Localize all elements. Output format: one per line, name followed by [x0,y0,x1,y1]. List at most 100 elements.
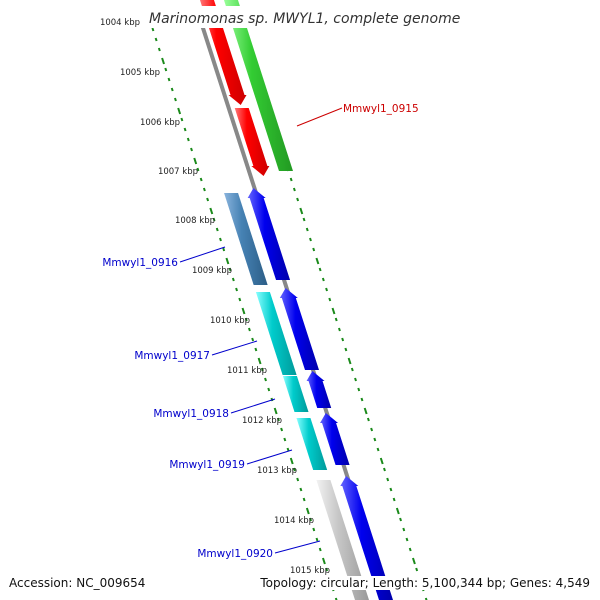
inner-tick-30 [331,307,336,315]
outer-tick-17 [199,177,203,182]
tick-label-1006: 1006 kbp [140,118,180,128]
inner-tick-45 [379,457,384,465]
accession-text: Accession: NC_009654 [9,576,146,590]
inner-tick-31 [334,317,338,322]
outer-tick-24 [222,247,226,252]
title-background [140,6,460,28]
outer-tick-12 [183,127,187,132]
inner-tick-41 [366,417,370,422]
outer-tick-13 [186,137,190,142]
gene-blue-5 [340,476,393,600]
gene-cyan-2 [282,376,309,412]
gene-label-0917[interactable]: Mmwyl1_0917 [134,350,210,362]
inner-tick-19 [296,197,300,202]
inner-tick-56 [415,567,419,572]
inner-tick-24 [312,247,316,252]
tick-label-1007: 1007 kbp [158,167,198,177]
outer-tick-19 [206,197,210,202]
gene-blue-2 [279,288,319,370]
gene-label-0918[interactable]: Mmwyl1_0918 [153,408,229,420]
tick-label-1009: 1009 kbp [192,266,232,276]
outer-tick-18 [202,187,206,192]
outer-tick-14 [190,147,193,152]
outer-tick-34 [254,347,258,352]
tick-label-1015: 1015 kbp [290,566,330,576]
outer-tick-20 [209,207,214,215]
outer-tick-45 [289,457,294,465]
inner-tick-43 [373,437,377,442]
outer-tick-40 [273,407,278,415]
outer-tick-25 [225,257,230,265]
inner-tick-51 [399,517,403,522]
inner-tick-32 [338,327,341,332]
tick-label-1013: 1013 kbp [257,466,297,476]
inner-tick-18 [292,187,296,192]
outer-tick-22 [215,227,219,232]
leader-line-0919 [246,449,293,465]
gene-gray [316,480,369,600]
tick-label-1014: 1014 kbp [274,516,314,526]
outer-tick-52 [312,527,316,532]
inner-tick-50 [395,507,400,515]
outer-tick-42 [280,427,284,432]
outer-tick-35 [257,357,262,365]
outer-tick-46 [293,467,296,472]
inner-tick-20 [299,207,304,215]
tick-label-1004: 1004 kbp [100,18,140,28]
tick-labels: 1004 kbp 1005 kbp 1006 kbp 1007 kbp 1008… [100,18,330,576]
inner-tick-26 [318,267,322,272]
outer-tick-55 [322,557,326,565]
gene-label-0920[interactable]: Mmwyl1_0920 [197,548,273,560]
outer-tick-16 [196,167,200,172]
map-title: Marinomonas sp. MWYL1, complete genome [149,11,460,27]
outer-ticks [145,7,338,600]
outer-tick-7 [167,77,171,82]
outer-tick-50 [305,507,310,515]
gene-cyan-1 [255,292,297,375]
gene-cyan-3 [296,418,328,470]
inner-tick-39 [360,397,364,402]
gene-label-0916[interactable]: Mmwyl1_0916 [102,257,178,269]
outer-tick-43 [283,437,287,442]
outer-tick-36 [260,367,264,372]
gene-features [199,0,393,600]
gene-red-2 [234,108,270,176]
outer-tick-23 [219,237,222,242]
outer-tick-33 [251,337,255,342]
inner-tick-21 [302,217,306,222]
tick-label-1008: 1008 kbp [175,216,215,226]
outer-tick-6 [164,67,168,72]
outer-tick-10 [177,107,182,115]
inner-tick-28 [325,287,329,292]
tick-label-1010: 1010 kbp [210,316,250,326]
outer-tick-15 [193,157,198,165]
inner-tick-53 [405,537,409,542]
inner-tick-33 [341,337,345,342]
gene-blue-1 [247,188,291,280]
outer-tick-54 [318,547,322,552]
topology-text: Topology: circular; Length: 5,100,344 bp… [260,576,590,590]
inner-tick-25 [315,257,320,265]
outer-tick-53 [315,537,319,542]
outer-tick-44 [286,447,290,452]
inner-tick-46 [383,467,386,472]
inner-tick-36 [350,367,354,372]
gene-label-0919[interactable]: Mmwyl1_0919 [169,459,245,471]
inner-tick-40 [363,407,368,415]
outer-tick-31 [244,317,248,322]
outer-tick-32 [248,327,251,332]
outer-tick-21 [212,217,216,222]
inner-tick-49 [392,497,396,502]
outer-tick-26 [228,267,232,272]
inner-tick-38 [357,387,361,392]
tick-label-1005: 1005 kbp [120,68,160,78]
inner-tick-42 [370,427,374,432]
leader-line-0917 [211,340,258,356]
leader-line-0916 [179,246,226,263]
inner-tick-27 [321,277,325,282]
gene-green [223,0,293,171]
tick-label-1012: 1012 kbp [242,416,282,426]
inner-tick-52 [402,527,406,532]
gene-steelblue [224,193,268,285]
gene-label-0915[interactable]: Mmwyl1_0915 [343,103,419,115]
